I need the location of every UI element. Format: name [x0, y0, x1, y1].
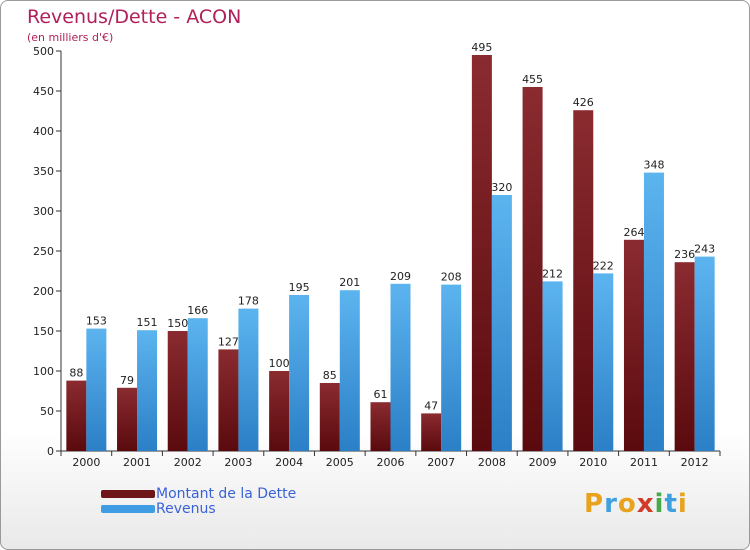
bar-revenue [339, 290, 360, 451]
data-label-revenue: 208 [441, 271, 462, 284]
data-label-revenue: 166 [187, 304, 208, 317]
data-label-revenue: 212 [542, 267, 563, 280]
bar-revenue [694, 256, 715, 451]
data-label-revenue: 348 [643, 159, 664, 172]
x-tick-label: 2012 [681, 456, 709, 469]
data-label-debt: 127 [218, 335, 239, 348]
data-label-revenue: 243 [694, 243, 715, 256]
logo-letter: o [617, 489, 637, 519]
bar-debt [218, 349, 239, 451]
x-tick-label: 2003 [224, 456, 252, 469]
y-tick-label: 50 [40, 405, 54, 418]
y-tick-label: 200 [33, 285, 54, 298]
data-label-revenue: 320 [491, 181, 512, 194]
data-label-revenue: 153 [86, 315, 107, 328]
y-tick-label: 250 [33, 245, 54, 258]
bar-revenue [491, 195, 512, 451]
logo-letter: P [584, 489, 605, 519]
bar-debt [573, 110, 594, 451]
x-tick-label: 2000 [72, 456, 100, 469]
legend-swatch-revenue [101, 505, 155, 513]
bar-debt [319, 383, 340, 451]
bar-debt [167, 331, 188, 451]
bar-revenue [390, 283, 411, 451]
bar-debt [66, 380, 87, 451]
bar-debt [269, 371, 290, 451]
data-label-revenue: 209 [390, 270, 411, 283]
x-tick-label: 2009 [529, 456, 557, 469]
logo-letter: x [636, 489, 655, 519]
data-label-revenue: 201 [339, 276, 360, 289]
bar-revenue [289, 295, 310, 451]
bar-revenue [86, 328, 107, 451]
data-label-debt: 150 [167, 317, 188, 330]
data-label-revenue: 195 [289, 281, 310, 294]
data-label-debt: 455 [522, 73, 543, 86]
x-tick-label: 2007 [427, 456, 455, 469]
bar-debt [674, 262, 695, 451]
bar-revenue [187, 318, 208, 451]
x-tick-label: 2006 [377, 456, 405, 469]
data-label-debt: 61 [374, 388, 388, 401]
data-label-debt: 426 [573, 96, 594, 109]
bar-debt [421, 413, 442, 451]
bar-revenue [238, 308, 259, 451]
x-tick-label: 2001 [123, 456, 151, 469]
x-tick-label: 2005 [326, 456, 354, 469]
x-tick-label: 2011 [630, 456, 658, 469]
data-label-debt: 47 [424, 399, 438, 412]
legend-label-revenue: Revenus [156, 501, 216, 517]
x-tick-label: 2008 [478, 456, 506, 469]
data-label-debt: 88 [69, 367, 83, 380]
chart-subtitle: (en milliers d'€) [27, 31, 114, 44]
bar-debt [522, 87, 543, 451]
y-tick-label: 500 [33, 45, 54, 58]
data-label-debt: 79 [120, 374, 134, 387]
y-tick-label: 400 [33, 125, 54, 138]
y-tick-label: 350 [33, 165, 54, 178]
x-tick-label: 2002 [174, 456, 202, 469]
y-tick-label: 450 [33, 85, 54, 98]
data-label-revenue: 222 [593, 259, 614, 272]
y-tick-label: 0 [47, 445, 54, 458]
x-tick-label: 2004 [275, 456, 303, 469]
logo-letter: i [677, 489, 688, 519]
y-tick-label: 300 [33, 205, 54, 218]
data-label-debt: 100 [269, 357, 290, 370]
bar-revenue [441, 284, 462, 451]
legend-swatch-debt [101, 490, 155, 498]
bar-debt [117, 387, 138, 451]
bar-debt [623, 239, 644, 451]
bar-debt [370, 402, 391, 451]
x-tick-label: 2010 [579, 456, 607, 469]
legend-label-debt: Montant de la Dette [156, 486, 297, 502]
data-label-revenue: 151 [137, 316, 158, 329]
data-label-debt: 264 [623, 226, 644, 239]
data-label-debt: 236 [674, 248, 695, 261]
bar-revenue [593, 273, 614, 451]
logo-letter: i [654, 489, 665, 519]
logo-letter: t [664, 489, 678, 519]
y-tick-label: 150 [33, 325, 54, 338]
data-label-debt: 495 [471, 41, 492, 54]
chart-title: Revenus/Dette - ACON [27, 6, 242, 28]
data-label-revenue: 178 [238, 295, 259, 308]
bar-revenue [643, 172, 664, 451]
y-tick-label: 100 [33, 365, 54, 378]
bar-revenue [137, 330, 158, 451]
bar-revenue [542, 281, 563, 451]
bar-debt [471, 55, 492, 451]
data-label-debt: 85 [323, 369, 337, 382]
logo-letter: r [604, 489, 618, 519]
proxiti-logo: Proxiti [584, 489, 688, 519]
